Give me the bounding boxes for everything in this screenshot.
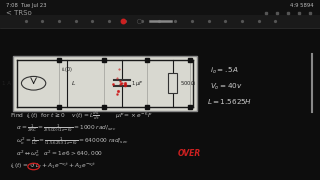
Text: $\alpha=\frac{1}{2RC}=\frac{1}{2(500)(1e{-}6)}=1000\;rad/_{sec}$: $\alpha=\frac{1}{2RC}=\frac{1}{2(500)(1e… [16,123,116,134]
Text: $L = 1.5625H$: $L = 1.5625H$ [207,97,252,106]
Text: Find  $i_L(t)$  for $t\geq 0$    $v(t)=L\frac{di_L}{dt}$         $\mu F=\times e: Find $i_L(t)$ for $t\geq 0$ $v(t)=L\frac… [10,109,152,122]
Text: 1 A: 1 A [2,81,11,86]
Text: 7:08  Tue Jul 23: 7:08 Tue Jul 23 [6,3,47,8]
Text: $i_L(0)$: $i_L(0)$ [61,65,73,74]
Text: $i_L(t)=\circlearrowleft L_f + A_1e^{-s_1t}+A_2e^{-s_2t}$: $i_L(t)=\circlearrowleft L_f + A_1e^{-s_… [10,162,96,171]
Text: < TRSo: < TRSo [6,10,32,16]
Text: $L$: $L$ [71,79,76,87]
Circle shape [21,76,46,90]
Text: $i_o = .5A$: $i_o = .5A$ [210,66,239,76]
Text: OVER: OVER [178,149,201,158]
Text: 4:9 5894: 4:9 5894 [290,3,314,8]
Text: $V_o = 40v$: $V_o = 40v$ [210,81,242,91]
Text: $1\,\mu F$: $1\,\mu F$ [131,79,144,88]
Text: $\omega_o^2=\frac{1}{LC}=\frac{1}{(1.5625)(1e{-}6)}=640000\;rad/_{sec}$: $\omega_o^2=\frac{1}{LC}=\frac{1}{(1.562… [16,136,129,147]
Bar [168,73,177,93]
Bar [13,56,197,111]
Text: $\alpha^2\leftrightarrow\omega_o^2\quad\alpha^2=1e6>640,000$: $\alpha^2\leftrightarrow\omega_o^2\quad\… [16,148,103,159]
Bar [0,0,320,15]
Text: $500\,\Omega$: $500\,\Omega$ [180,79,196,87]
Bar [0,15,320,28]
